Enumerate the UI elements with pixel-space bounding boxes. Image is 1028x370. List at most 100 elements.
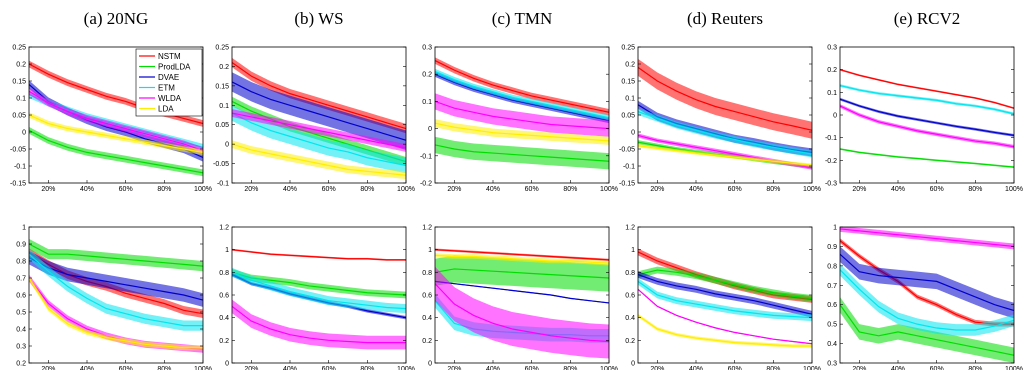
legend-entry: ETM xyxy=(158,84,175,93)
y-tick-label: 0.4 xyxy=(827,341,837,348)
band-dvae xyxy=(638,100,812,157)
chart-panel-7: 0 0.2 0.4 0.6 0.8 1 1.2 20% 40% 60% 80% 100% xyxy=(219,225,415,370)
y-tick-label: 0 xyxy=(428,126,432,133)
x-tick-label: 100% xyxy=(803,186,821,193)
x-tick-label: 100% xyxy=(397,186,415,193)
y-tick-label: 0.1 xyxy=(16,96,26,103)
y-tick-label: 0.7 xyxy=(827,283,837,290)
x-tick-label: 40% xyxy=(689,186,703,193)
legend-entry: ProdLDA xyxy=(158,63,191,72)
series-line-etm xyxy=(435,70,609,119)
panel-title: (b) WS xyxy=(294,9,343,28)
chart-panel-1: (a) 20NG -0.15 -0.1 -0.05 0 0.05 0.1 0.15 0.2 0.2… xyxy=(10,9,212,193)
y-tick-label: 0.7 xyxy=(16,276,26,283)
chart-panel-6: 0.2 0.3 0.4 0.5 0.6 0.7 0.8 0.9 1 20% 40% 60% 80% 100… xyxy=(16,225,212,370)
series-line-nstm xyxy=(435,60,609,113)
y-tick-label: -0.2 xyxy=(825,158,837,165)
x-tick-label: 100% xyxy=(1005,366,1023,370)
panel-title: (c) TMN xyxy=(492,9,553,28)
y-tick-label: 0.05 xyxy=(12,113,26,120)
series-line-etm xyxy=(840,84,1014,115)
x-tick-label: 80% xyxy=(968,186,982,193)
x-tick-label: 20% xyxy=(447,186,461,193)
x-tick-label: 100% xyxy=(803,366,821,370)
y-tick-label: 0.3 xyxy=(422,45,432,52)
series-line-wlda xyxy=(435,283,609,343)
series-line-lda xyxy=(29,114,203,153)
chart-panel-4: (d) Reuters -0.15 -0.1 -0.05 0 0.05 0.1 0.15 0.2… xyxy=(619,9,821,193)
legend-entry: WLDA xyxy=(158,94,182,103)
series-line-wlda xyxy=(840,228,1014,248)
y-tick-label: 0.8 xyxy=(219,270,229,277)
series-line-wlda xyxy=(638,288,812,345)
series-group xyxy=(840,227,1014,363)
chart-panel-2: (b) WS -0.1 -0.05 0 0.05 0.1 0.15 0.2 0.25 20% 40%… xyxy=(213,9,415,193)
y-tick-label: -0.1 xyxy=(217,181,229,188)
series-line-nstm xyxy=(638,66,812,131)
chart-panel-8: 0 0.2 0.4 0.6 0.8 1 1.2 20% 40% 60% 80% 100% xyxy=(422,225,618,370)
y-tick-label: 0.2 xyxy=(625,338,635,345)
x-tick-label: 100% xyxy=(194,366,212,370)
x-tick-label: 20% xyxy=(650,186,664,193)
band-etm xyxy=(638,108,812,158)
y-tick-label: 0 xyxy=(631,130,635,137)
axes-frame xyxy=(839,226,1015,364)
series-line-prodlda xyxy=(638,269,812,299)
band-wlda xyxy=(840,104,1014,149)
x-tick-label: 80% xyxy=(157,366,171,370)
x-tick-label: 40% xyxy=(486,186,500,193)
y-tick-label: 0.2 xyxy=(219,64,229,71)
x-tick-label: 20% xyxy=(852,366,866,370)
y-tick-label: -0.3 xyxy=(825,181,837,188)
y-tick-label: 1 xyxy=(631,247,635,254)
band-nstm xyxy=(638,58,812,139)
x-tick-label: 60% xyxy=(119,366,133,370)
x-tick-label: 40% xyxy=(80,366,94,370)
y-tick-label: 0.8 xyxy=(625,270,635,277)
band-nstm xyxy=(435,57,609,116)
band-nstm xyxy=(29,248,203,318)
y-tick-label: 0.3 xyxy=(827,45,837,52)
series-line-lda xyxy=(435,254,609,264)
x-tick-label: 80% xyxy=(766,366,780,370)
y-tick-label: 0.2 xyxy=(422,338,432,345)
y-tick-label: 0.2 xyxy=(16,62,26,69)
band-dvae xyxy=(840,246,1014,319)
x-tick-label: 100% xyxy=(1005,186,1023,193)
series-line-prodlda xyxy=(840,148,1014,168)
series-line-lda xyxy=(638,314,812,347)
y-tick-label: -0.15 xyxy=(619,181,635,188)
y-tick-label: 0.2 xyxy=(827,67,837,74)
y-tick-label: 0.6 xyxy=(422,293,432,300)
panel-title: (a) 20NG xyxy=(84,9,149,28)
y-tick-label: 1.2 xyxy=(422,225,432,232)
series-group xyxy=(232,57,406,180)
y-tick-label: 0.1 xyxy=(422,99,432,106)
axes-frame xyxy=(839,46,1015,184)
band-etm xyxy=(232,267,406,314)
series-line-etm xyxy=(638,111,812,155)
x-tick-label: 40% xyxy=(80,186,94,193)
y-tick-label: 0.6 xyxy=(827,302,837,309)
chart-panel-5: (e) RCV2 -0.3 -0.2 -0.1 0 0.1 0.2 0.3 20% 40% 60% 8… xyxy=(825,9,1023,193)
y-tick-label: 0.6 xyxy=(16,293,26,300)
series-line-dvae xyxy=(840,98,1014,136)
y-tick-label: 0.6 xyxy=(219,293,229,300)
y-tick-label: 0.25 xyxy=(12,45,26,52)
x-tick-label: 60% xyxy=(930,186,944,193)
band-prodlda xyxy=(29,238,203,272)
x-tick-label: 100% xyxy=(600,186,618,193)
axes-frame xyxy=(434,46,610,184)
x-tick-label: 40% xyxy=(891,186,905,193)
series-group xyxy=(232,248,406,350)
band-etm xyxy=(840,263,1014,336)
y-tick-label: 0.8 xyxy=(422,270,432,277)
y-tick-label: -0.05 xyxy=(10,147,26,154)
series-line-etm xyxy=(29,253,203,327)
legend-box xyxy=(135,48,203,117)
series-line-nstm xyxy=(840,69,1014,109)
series-group xyxy=(840,68,1014,169)
series-group xyxy=(638,58,812,170)
